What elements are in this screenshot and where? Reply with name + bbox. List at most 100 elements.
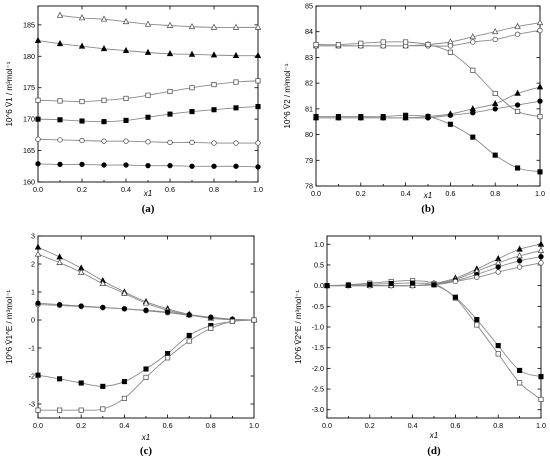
open-square-point [143,374,149,380]
filled-circle-point [447,112,454,118]
filled-square-point [123,117,129,123]
y-tick-label: 160 [23,178,35,187]
series-5 [35,317,257,413]
open-square-point [474,322,480,328]
x-axis-label: x1 [423,191,432,200]
y-tick-label: 0.0 [314,281,324,290]
filled-square-point [431,282,437,288]
filled-square-point [101,119,107,125]
panel-caption: (c) [140,445,153,456]
filled-square-point [388,281,394,287]
open-triangle-point [166,21,174,28]
y-tick-label: 3 [31,232,35,241]
open-square-point [495,351,501,357]
open-square-point [57,98,63,104]
filled-circle-point [233,163,239,169]
open-square-point [335,42,341,48]
series-3 [35,104,261,125]
open-square-point [229,318,235,324]
panel-caption: (b) [421,203,435,215]
open-triangle-point [210,23,218,30]
x-tick-label: 0.2 [365,421,375,430]
series-4 [324,278,544,402]
x-tick-label: 0.6 [450,421,460,430]
open-square-point [313,42,319,48]
y-tick-label: 80 [305,130,313,139]
chart-panel-d: 0.0 0.2 0.4 0.6 0.8 1.0 -3.0 -2.5 -2.0 -1.5 -1.0 -0… [294,235,546,456]
y-axis-label: 10^6 V̄1^E / m³mol⁻¹ [5,290,14,364]
x-tick-label: 0.6 [163,421,173,430]
plot-frame [37,235,255,419]
open-circle-point [492,36,498,43]
x-axis-label: x1 [429,431,438,440]
filled-circle-point [121,306,128,312]
filled-triangle-point [536,83,544,90]
filled-square-point [78,380,84,386]
plot-frame [315,5,541,187]
filled-circle-point [255,164,261,170]
open-square-point [189,85,195,91]
filled-triangle-point [516,245,523,252]
open-square-point [79,98,85,105]
filled-square-point [167,111,173,117]
open-circle-point [167,139,173,146]
open-square-point [100,406,106,412]
filled-square-point [335,114,341,120]
x-tick-label: 0.2 [77,185,87,194]
open-circle-point [101,138,107,144]
open-circle-point [470,39,476,45]
x-tick-label: 1.0 [249,421,259,430]
open-square-point [101,97,107,103]
y-tick-label: 83 [305,53,313,62]
y-tick-label: 78 [305,182,313,191]
filled-square-point [345,282,351,288]
filled-square-point [538,374,544,380]
filled-square-point [403,112,409,118]
y-tick-label: 1.0 [314,240,324,249]
y-tick-label: 180 [23,52,35,61]
open-square-point [515,108,521,114]
filled-triangle-point [254,51,262,59]
filled-square-point [358,114,364,120]
filled-circle-point [495,264,501,270]
filled-square-point [79,118,85,124]
open-square-point [208,325,214,331]
y-tick-label: 175 [23,83,35,92]
open-triangle-point [254,23,262,30]
filled-triangle-point [537,240,545,247]
filled-circle-point [211,163,217,169]
x-axis-label: x1 [141,433,150,442]
open-triangle-point [516,252,523,259]
open-circle-point [57,137,63,143]
open-square-point [380,39,386,45]
series-2 [35,78,261,105]
y-tick-label: 79 [305,156,313,165]
filled-square-point [470,134,476,140]
x-tick-label: 0.8 [209,185,219,194]
filled-square-point [165,351,171,357]
open-circle-point [255,140,261,146]
filled-circle-point [189,163,195,169]
open-square-point [123,95,129,101]
open-square-point [145,92,151,98]
series-2 [313,39,543,120]
filled-triangle-point [34,243,42,250]
open-triangle-point [34,250,42,257]
y-tick-label: 81 [305,104,313,113]
y-tick-label: 0.5 [314,260,324,269]
open-circle-point [123,138,129,144]
filled-triangle-point [188,50,196,57]
series-0 [56,11,262,30]
x-tick-label: 0.6 [165,185,175,194]
open-triangle-point [514,22,521,29]
open-circle-point [516,264,523,270]
series-1 [34,36,262,59]
x-tick-label: 0.0 [322,421,332,430]
filled-square-point [495,343,501,349]
panel-caption: (a) [142,203,155,215]
open-square-point [517,380,523,386]
series-line [326,282,542,378]
filled-square-point [255,104,261,110]
series-line [37,80,259,103]
filled-triangle-point [210,51,218,58]
